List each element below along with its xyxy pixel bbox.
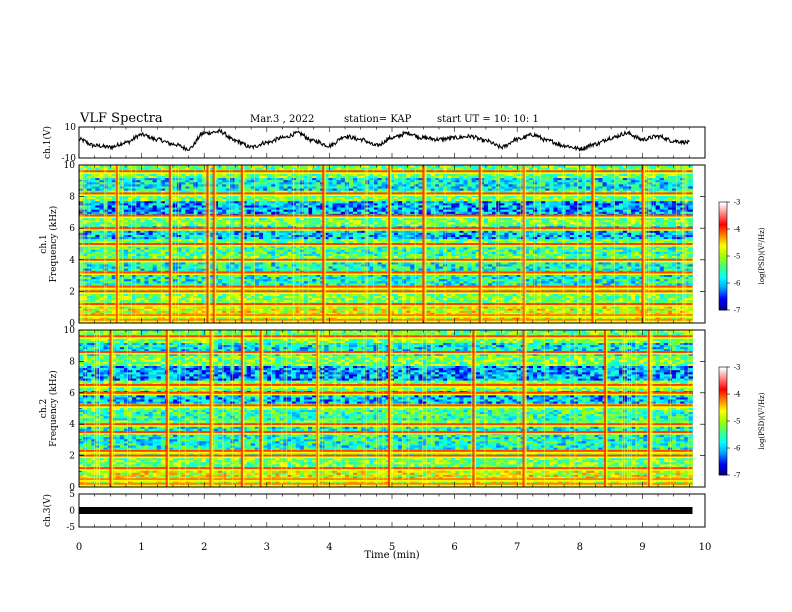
spectrogram-1 bbox=[79, 165, 705, 323]
y-axis-label: ch.1(V) bbox=[42, 126, 53, 159]
y-tick-label: 10 bbox=[65, 123, 77, 133]
